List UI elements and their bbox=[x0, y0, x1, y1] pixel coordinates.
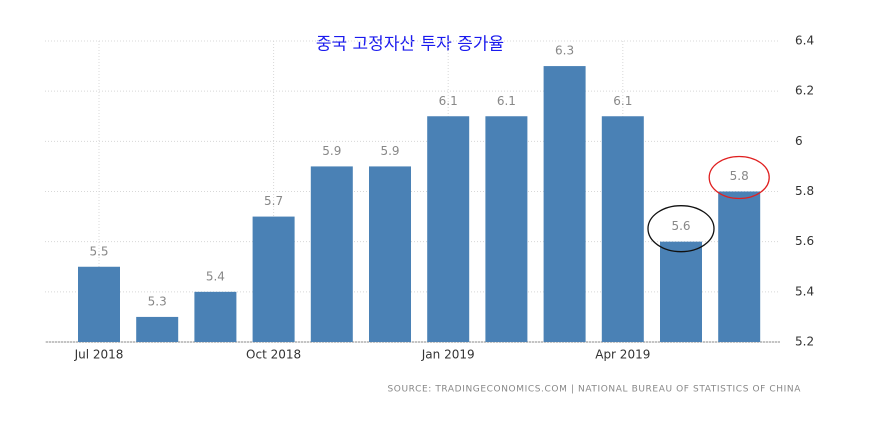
bar bbox=[485, 116, 528, 342]
bar bbox=[369, 166, 411, 342]
value-label: 6.1 bbox=[613, 94, 632, 108]
annotation-circle bbox=[647, 205, 715, 253]
bar bbox=[427, 116, 470, 342]
bar bbox=[78, 266, 120, 342]
bar bbox=[310, 166, 353, 342]
value-label: 5.6 bbox=[671, 219, 690, 233]
value-label: 5.5 bbox=[89, 244, 108, 258]
y-tick-label: 5.6 bbox=[795, 234, 814, 248]
chart-title: 중국 고정자산 투자 증가율 bbox=[316, 35, 504, 55]
x-tick-label: Jan 2019 bbox=[421, 348, 475, 362]
y-tick-label: 5.4 bbox=[795, 284, 814, 298]
x-tick-label: Oct 2018 bbox=[246, 348, 301, 362]
value-label: 6.3 bbox=[555, 44, 574, 58]
bar bbox=[718, 191, 761, 342]
value-label: 5.8 bbox=[730, 169, 749, 183]
x-tick-label: Jul 2018 bbox=[74, 348, 124, 362]
y-tick-label: 5.2 bbox=[795, 335, 814, 349]
annotation-circle bbox=[708, 155, 770, 200]
bar bbox=[660, 241, 702, 342]
bar bbox=[252, 216, 295, 342]
value-label: 5.9 bbox=[322, 144, 341, 158]
y-tick-label: 5.8 bbox=[795, 184, 814, 198]
value-label: 5.4 bbox=[206, 269, 225, 283]
value-label: 5.7 bbox=[264, 194, 283, 208]
bar bbox=[543, 66, 586, 342]
bar bbox=[136, 316, 179, 342]
bar bbox=[194, 291, 237, 342]
x-tick-label: Apr 2019 bbox=[595, 348, 650, 362]
source-note: SOURCE: TRADINGECONOMICS.COM | NATIONAL … bbox=[387, 385, 801, 395]
y-tick-label: 6.4 bbox=[795, 34, 814, 48]
y-tick-label: 6 bbox=[795, 134, 803, 148]
y-tick-label: 6.2 bbox=[795, 84, 814, 98]
value-label: 5.9 bbox=[380, 144, 399, 158]
bar bbox=[601, 116, 644, 342]
value-label: 6.1 bbox=[497, 94, 516, 108]
value-label: 6.1 bbox=[439, 94, 458, 108]
value-label: 5.3 bbox=[148, 294, 167, 308]
